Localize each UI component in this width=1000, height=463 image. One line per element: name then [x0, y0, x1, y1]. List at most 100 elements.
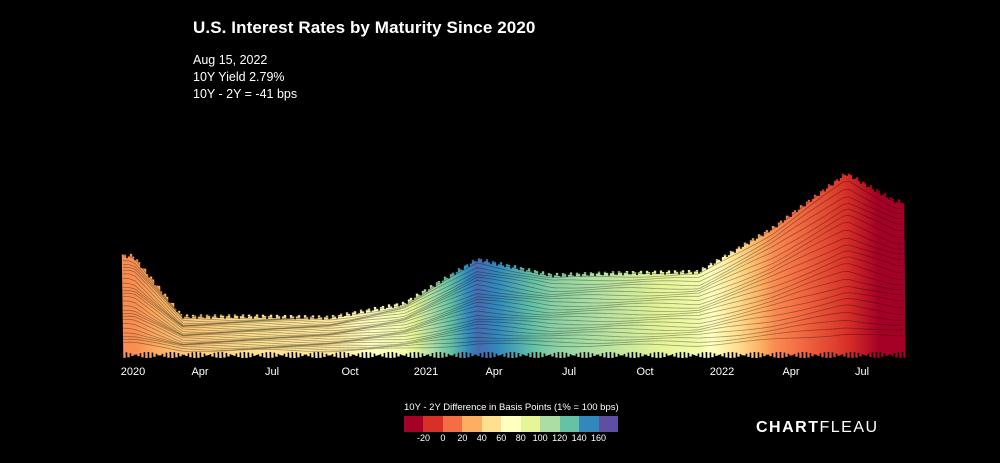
curve-stroke	[417, 294, 422, 358]
curve-stroke	[445, 277, 450, 354]
curve-stroke	[505, 264, 510, 358]
curve-stroke	[489, 264, 494, 353]
curve-stroke	[405, 303, 410, 358]
curve-stroke	[729, 250, 734, 353]
curve-stroke	[257, 317, 262, 357]
curve-stroke	[407, 299, 412, 353]
curve-stroke	[351, 312, 356, 355]
curve-stroke	[415, 293, 420, 353]
curve-stroke	[737, 246, 742, 355]
curve-stroke	[831, 185, 836, 358]
curve-stroke	[403, 303, 408, 354]
chart-title: U.S. Interest Rates by Maturity Since 20…	[193, 18, 536, 37]
curve-stroke	[225, 316, 230, 357]
curve-stroke	[625, 270, 630, 353]
curve-stroke	[733, 252, 738, 353]
curve-stroke	[133, 260, 138, 355]
curve-stroke	[451, 272, 456, 354]
curve-stroke	[565, 276, 570, 357]
curve-stroke	[339, 313, 344, 359]
curve-stroke	[475, 261, 480, 357]
curve-stroke	[137, 262, 142, 354]
legend-swatch	[540, 416, 560, 432]
curve-line	[122, 202, 904, 325]
curve-stroke	[507, 264, 512, 353]
curve-stroke	[361, 311, 366, 358]
curve-stroke	[151, 279, 156, 357]
curve-stroke	[437, 280, 442, 353]
legend-tick-label: 0	[440, 433, 446, 443]
curve-stroke	[775, 227, 780, 359]
curve-stroke	[255, 314, 260, 355]
curve-stroke	[595, 273, 600, 355]
curve-stroke	[665, 271, 670, 356]
curve-stroke	[397, 306, 402, 355]
curve-stroke	[781, 222, 786, 353]
curve-stroke	[707, 265, 712, 353]
curve-line	[122, 286, 904, 342]
curve-stroke	[891, 198, 896, 354]
x-tick-label: Oct	[341, 366, 359, 378]
curve-stroke	[487, 262, 492, 358]
legend-tick-label: 120	[552, 433, 568, 443]
curve-stroke	[269, 314, 274, 358]
curve-stroke	[685, 273, 690, 353]
curve-stroke	[539, 273, 544, 358]
curve-stroke	[769, 230, 774, 354]
curve-stroke	[173, 308, 178, 358]
curve-stroke	[881, 194, 886, 354]
curve-stroke	[483, 261, 488, 359]
curve-stroke	[231, 318, 236, 356]
chart-annotation: Aug 15, 2022 10Y Yield 2.79% 10Y - 2Y = …	[193, 52, 297, 103]
legend-tick-label: 80	[515, 433, 526, 443]
curve-stroke	[463, 265, 468, 353]
curve-stroke	[727, 255, 732, 359]
curve-stroke	[235, 315, 240, 358]
curve-stroke	[419, 295, 424, 354]
curve-stroke	[125, 258, 130, 358]
curve-stroke	[401, 301, 406, 356]
curve-stroke	[223, 318, 228, 353]
curve-stroke	[189, 318, 194, 353]
curve-stroke	[253, 316, 258, 355]
curve-stroke	[285, 318, 290, 353]
curve-stroke	[551, 277, 556, 353]
curve-stroke	[287, 318, 292, 358]
x-tick-label: Jul	[854, 366, 870, 378]
curve-stroke	[499, 262, 504, 355]
curve-stroke	[895, 201, 900, 353]
curve-stroke	[571, 275, 576, 356]
curve-stroke	[167, 302, 172, 353]
curve-line	[122, 304, 904, 347]
curve-stroke	[657, 273, 662, 358]
curve-stroke	[561, 273, 566, 358]
brand-bold: CHART	[756, 419, 820, 436]
x-tick-label: Oct	[636, 366, 654, 378]
curve-stroke	[369, 311, 374, 358]
curve-stroke	[421, 290, 426, 357]
curve-stroke	[661, 271, 666, 358]
curve-stroke	[829, 185, 834, 353]
curve-stroke	[177, 310, 182, 357]
curve-line	[122, 221, 903, 329]
curve-stroke	[377, 310, 382, 355]
curve-stroke	[749, 240, 754, 358]
curve-stroke	[359, 309, 364, 353]
curve-stroke	[319, 317, 324, 353]
curve-stroke	[191, 314, 196, 358]
curve-stroke	[221, 315, 226, 358]
curve-stroke	[441, 280, 446, 353]
curve-stroke	[559, 276, 564, 353]
curve-stroke	[547, 273, 552, 355]
curve-stroke	[763, 231, 768, 355]
curve-line	[122, 263, 903, 338]
curve-stroke	[849, 174, 854, 359]
curve-stroke	[647, 272, 652, 354]
curve-stroke	[391, 307, 396, 358]
curve-stroke	[175, 311, 180, 354]
curve-stroke	[619, 272, 624, 356]
curve-stroke	[271, 318, 276, 353]
curve-stroke	[525, 270, 530, 354]
curve-stroke	[181, 318, 186, 355]
curve-stroke	[791, 212, 796, 355]
